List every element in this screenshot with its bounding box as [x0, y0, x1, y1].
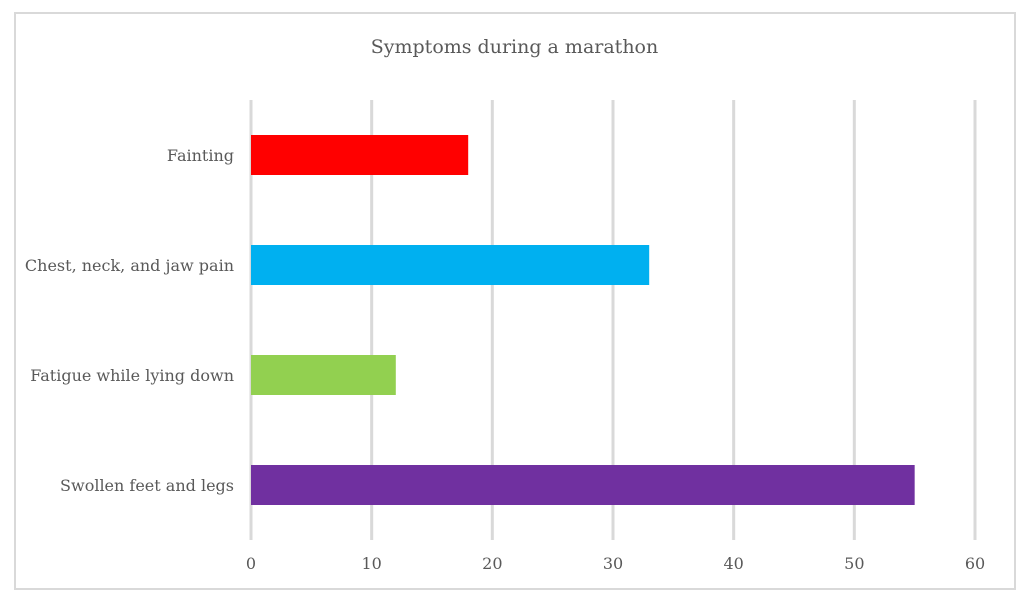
x-tick-label: 10 — [361, 554, 381, 573]
category-labels: Fainting Chest, neck, and jaw pain Fatigue… — [25, 146, 234, 495]
bars — [251, 135, 915, 505]
bar-swollen-feet-and-legs — [251, 465, 915, 505]
category-label: Fainting — [167, 146, 234, 165]
x-tick-label: 30 — [603, 554, 623, 573]
bar-chest-neck-and-jaw-pain — [251, 245, 650, 285]
x-tick-label: 0 — [246, 554, 256, 573]
category-label: Chest, neck, and jaw pain — [25, 256, 234, 275]
x-tick-label: 40 — [723, 554, 743, 573]
x-tick-label: 50 — [844, 554, 864, 573]
category-label: Swollen feet and legs — [60, 476, 234, 495]
bar-fatigue-while-lying-down — [251, 355, 396, 395]
chart-title: Symptoms during a marathon — [370, 36, 659, 58]
x-tick-labels: 0 10 20 30 40 50 60 — [246, 554, 985, 573]
bar-fainting — [251, 135, 469, 175]
category-label: Fatigue while lying down — [30, 366, 234, 385]
x-tick-label: 60 — [965, 554, 985, 573]
x-tick-label: 20 — [482, 554, 502, 573]
